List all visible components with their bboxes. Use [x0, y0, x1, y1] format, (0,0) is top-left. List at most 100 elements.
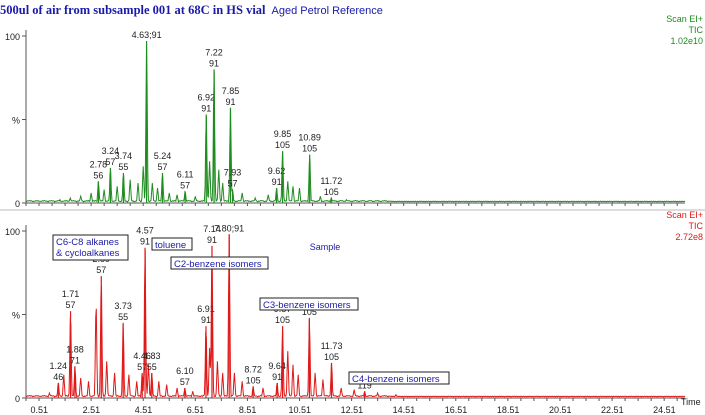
y-tick-label: 0	[15, 199, 20, 209]
x-tick-label: 18.51	[497, 405, 520, 415]
peak-label: 91	[209, 58, 219, 68]
chart-title-row: 500ul of air from subsample 001 at 68C i…	[0, 1, 383, 17]
peak-label: 91	[140, 237, 150, 247]
x-tick-label: 2.51	[83, 405, 101, 415]
peak-label: 2.78	[90, 159, 108, 169]
annotation-text: toluene	[155, 240, 186, 251]
peak-label: 119	[357, 380, 371, 390]
peak-label: 7.85	[222, 86, 240, 96]
peak-label: 4.63;91	[132, 30, 162, 40]
peak-label: 7.14	[203, 224, 221, 234]
x-tick-label: 14.51	[393, 405, 416, 415]
scan-info-1: TIC	[689, 25, 704, 35]
tic-trace-top	[25, 44, 686, 203]
x-tick-label: 24.51	[653, 405, 676, 415]
peak-label: 105	[324, 187, 339, 197]
peak-label: 105	[275, 315, 290, 325]
y-tick-label: 100	[5, 32, 20, 42]
x-tick-label: 6.51	[187, 405, 205, 415]
x-tick-label: 10.51	[288, 405, 311, 415]
x-tick-label: 8.51	[239, 405, 257, 415]
peak-label: 57	[105, 157, 115, 167]
chart-title: 500ul of air from subsample 001 at 68C i…	[0, 3, 266, 17]
x-tick-label: 0.51	[31, 405, 49, 415]
scan-info-0: Scan EI+	[666, 210, 703, 220]
peak-label: 55	[118, 162, 128, 172]
annotation-box	[170, 256, 269, 270]
x-tick-label: 20.51	[549, 405, 572, 415]
peak-label: 4.46	[133, 351, 151, 361]
annotation-box	[151, 237, 193, 251]
tic-trace-bottom	[25, 234, 686, 399]
y-tick-label: 0	[15, 394, 20, 404]
x-tick-label: 12.51	[341, 405, 364, 415]
peak-label: 57	[66, 300, 76, 310]
peak-label: 91	[272, 372, 282, 382]
peak-label: 56	[93, 170, 103, 180]
peak-label: 9.85	[274, 129, 292, 139]
peak-label: 105	[324, 352, 339, 362]
peak-label: 5.24	[154, 151, 172, 161]
annotation-box	[259, 297, 359, 311]
peak-label: 9.64	[268, 361, 286, 371]
scan-info-2: 2.72e8	[675, 232, 703, 242]
peak-label: 1.71	[62, 289, 80, 299]
scan-info-0: Scan EI+	[666, 14, 703, 24]
peak-label: 105	[275, 140, 290, 150]
peak-label: 105	[246, 375, 261, 385]
peak-label: 4.83	[143, 351, 161, 361]
peak-label: 55	[118, 312, 128, 322]
peak-label: 8.72	[244, 364, 262, 374]
annotation-text: C6-C8 alkanes & cycloalkanes	[56, 237, 120, 259]
annotation-text: C3-benzene isomers	[263, 300, 351, 311]
y-tick-label: %	[12, 311, 20, 321]
peak-label: 91	[272, 177, 282, 187]
peak-label: 57	[157, 162, 167, 172]
peak-label: 7.93	[224, 168, 242, 178]
y-tick-label: 100	[5, 227, 20, 237]
x-axis-label: Time	[681, 397, 701, 407]
peak-label: 1.88	[66, 344, 84, 354]
peak-label: 6.91	[197, 304, 215, 314]
chart-subtitle: Aged Petrol Reference	[271, 5, 383, 17]
peak-label: 3.74	[115, 151, 133, 161]
peak-label: 46	[53, 372, 63, 382]
peak-label: 57	[137, 362, 147, 372]
peak-label: 6.11	[177, 169, 194, 179]
peak-label: 11.73	[321, 341, 343, 351]
peak-label: 105	[302, 307, 317, 317]
peak-label: 57	[96, 265, 106, 275]
peak-label: 4.57	[136, 226, 154, 236]
peak-label: 71	[70, 355, 80, 365]
peak-label: 91	[207, 235, 217, 245]
peak-label: 1.24	[50, 361, 68, 371]
x-tick-label: 16.51	[445, 405, 468, 415]
peak-label: 3.73	[114, 301, 132, 311]
peak-label: 6.92	[197, 92, 215, 102]
annotation-box	[348, 371, 450, 385]
peak-label: 11.72	[320, 176, 342, 186]
x-tick-label: 22.51	[601, 405, 624, 415]
peak-label: 3.24	[102, 146, 120, 156]
peak-label: 9.62	[268, 166, 286, 176]
peak-label: 105	[302, 144, 317, 154]
peak-label: 10.89	[298, 133, 321, 143]
scan-info-2: 1.02e10	[670, 36, 703, 46]
scan-info-1: TIC	[689, 221, 704, 231]
sample-legend: Sample	[310, 242, 341, 252]
peak-label: 57	[180, 180, 190, 190]
peak-label: 7.80;91	[214, 223, 244, 233]
x-tick-label: 4.51	[135, 405, 153, 415]
annotation-box	[52, 234, 129, 261]
annotation-text: C2-benzene isomers	[174, 259, 262, 270]
peak-label: 6.10	[176, 366, 194, 376]
annotation-text: C4-benzene isomers	[352, 374, 440, 385]
peak-label: 91	[201, 315, 211, 325]
peak-label: 57	[180, 377, 190, 387]
peak-label: 57	[228, 179, 238, 189]
peak-label: 91	[201, 103, 211, 113]
peak-label: 7.22	[205, 47, 223, 57]
